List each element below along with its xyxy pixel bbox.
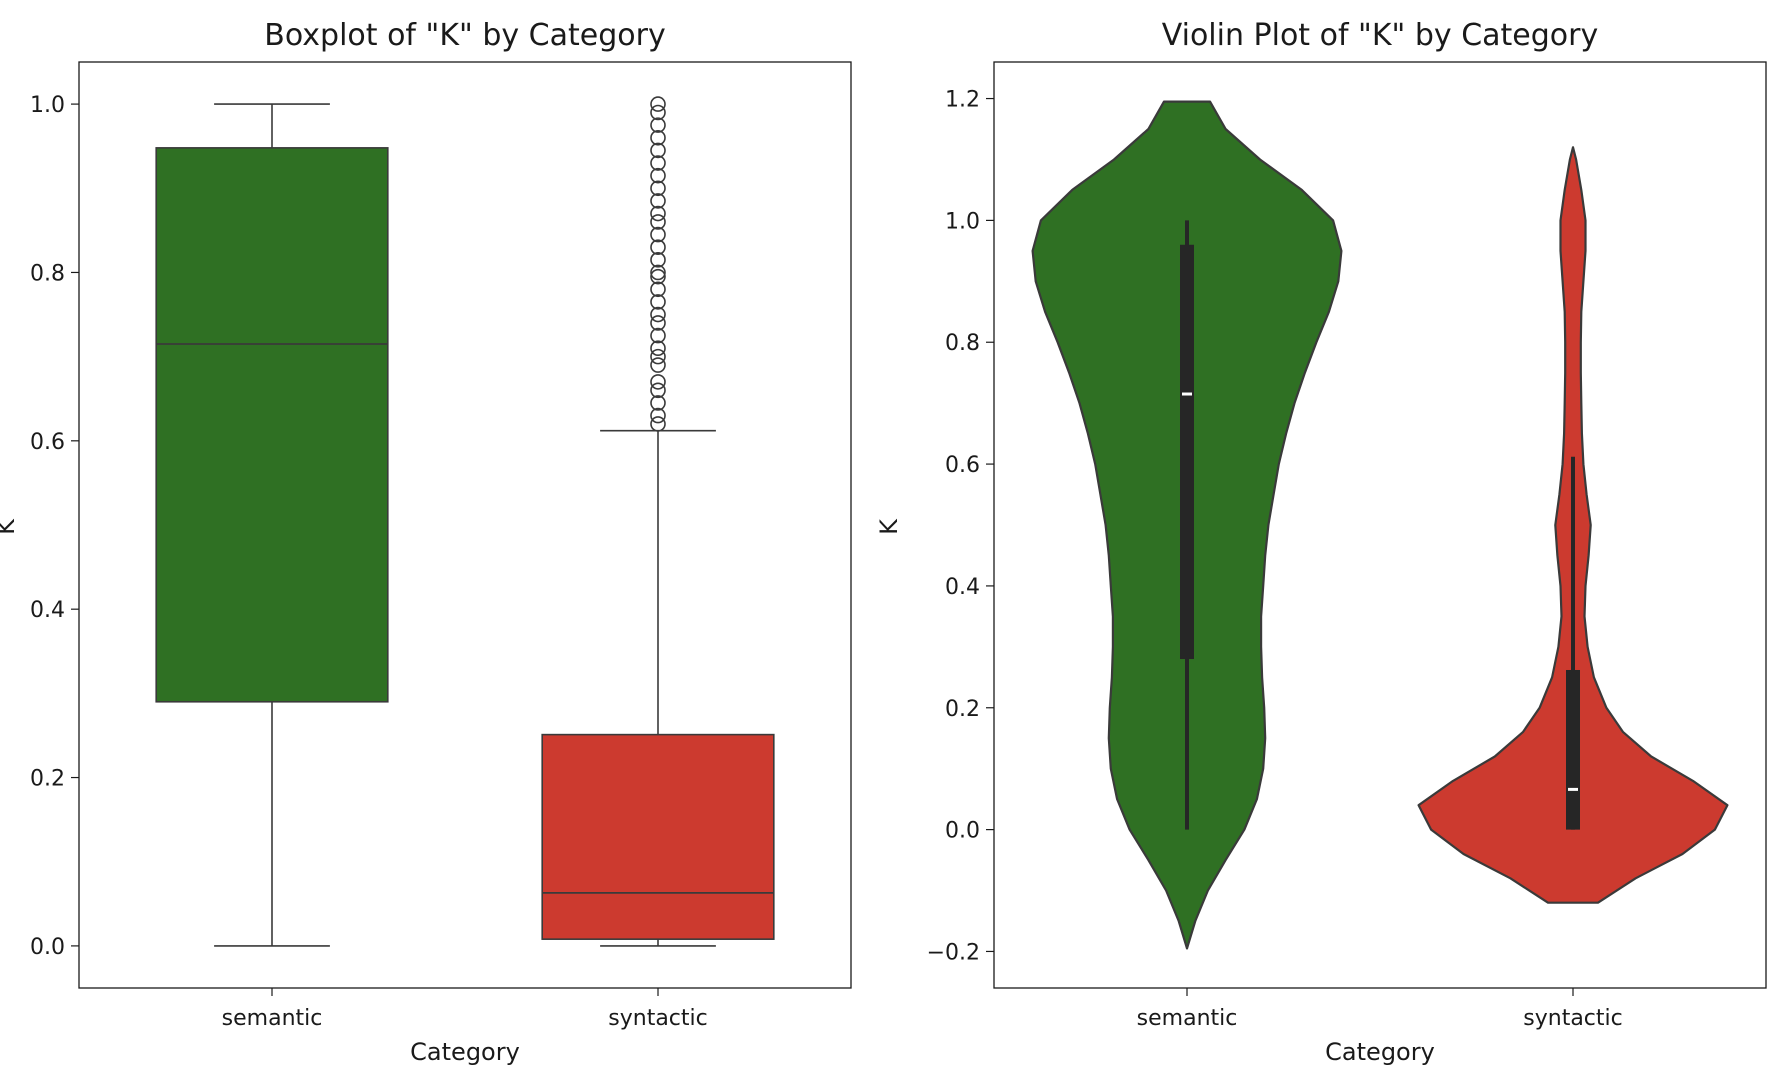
boxplot-outlier-point (650, 96, 666, 112)
boxplot-y-tick-label: 0.0 (30, 935, 65, 960)
boxplot-x-axis-label: Category (410, 1038, 520, 1066)
violin-x-axis-label: Category (1325, 1038, 1435, 1066)
boxplot-outlier-point (650, 167, 666, 184)
boxplot-outlier-point (650, 407, 666, 424)
boxplot-box-syntactic (541, 733, 775, 940)
boxplot-outlier-point (650, 268, 666, 285)
boxplot-outlier-point (650, 327, 666, 344)
violin-frame (993, 61, 1767, 989)
violin-iqr-box-syntactic (1566, 669, 1580, 830)
boxplot-outlier-point (650, 129, 666, 146)
boxplot-outlier-point (650, 193, 666, 209)
boxplot-outlier-point (650, 357, 666, 373)
violin-y-tick-label: 0.0 (945, 819, 980, 844)
boxplot-outlier-point (650, 205, 666, 222)
boxplot-outlier-point (650, 348, 666, 365)
boxplot-plot-area: 0.0 0.2 0.4 0.6 0.8 1.0 semantic syntactic (30, 61, 852, 1031)
boxplot-y-tick-label: 0.6 (30, 430, 65, 455)
violin-y-tick-label: 0.4 (945, 575, 980, 600)
violin-iqr-box-semantic (1180, 244, 1194, 660)
boxplot-outlier-point (650, 226, 666, 243)
boxplot-outlier-point (650, 239, 666, 255)
violin-x-tick-label: semantic (1137, 1006, 1238, 1031)
violin-y-tick-label: 0.6 (945, 453, 980, 478)
violin-title: Violin Plot of "K" by Category (1162, 18, 1598, 53)
boxplot-outlier-point (650, 104, 666, 121)
boxplot-outlier-point (650, 374, 666, 390)
violin-y-tick-label: 0.8 (945, 331, 980, 356)
boxplot-outlier-point (650, 395, 666, 411)
boxplot-outlier-point (650, 382, 666, 399)
boxplot-outlier-point (650, 294, 666, 310)
violin-plot-area: −0.2 0.0 0.2 0.4 0.6 0.8 1.0 1.2 semantic syntact… (927, 61, 1767, 1031)
violin-y-tick-label: 0.2 (945, 697, 980, 722)
violin-y-tick-label: 1.2 (945, 88, 980, 113)
boxplot-outlier-point (650, 306, 666, 323)
boxplot-outlier-point (650, 180, 666, 197)
boxplot-outlier-point (650, 155, 666, 171)
boxplot-outlier-point (650, 214, 666, 230)
violin-y-axis-label: K (875, 518, 903, 535)
boxplot-y-axis-label: K (0, 518, 20, 535)
boxplot-outlier-point (650, 142, 666, 159)
violin-x-tick-label: syntactic (1523, 1006, 1622, 1031)
violin-y-tick-label: −0.2 (927, 940, 980, 965)
boxplot-y-tick-label: 0.8 (30, 261, 65, 286)
violin-y-tick-label: 1.0 (945, 209, 980, 234)
boxplot-outlier-point (650, 252, 666, 268)
boxplot-x-tick-label: syntactic (608, 1006, 707, 1031)
boxplot-box-semantic (155, 147, 389, 703)
boxplot-outlier-point (650, 416, 666, 432)
violin-panel: Violin Plot of "K" by Category −0.2 0.0 0.… (875, 18, 1767, 1066)
boxplot-outlier-point (650, 315, 666, 331)
boxplot-y-tick-label: 1.0 (30, 93, 65, 118)
boxplot-title: Boxplot of "K" by Category (264, 18, 665, 53)
boxplot-panel: Boxplot of "K" by Category 0.00.20.40.60… (0, 18, 852, 1066)
boxplot-outlier-point (650, 340, 666, 357)
boxplot-outlier-point (650, 281, 666, 298)
boxplot-outlier-point (650, 264, 666, 281)
boxplot-x-tick-label: semantic (222, 1006, 323, 1031)
boxplot-y-tick-label: 0.4 (30, 598, 65, 623)
boxplot-y-tick-label: 0.2 (30, 767, 65, 792)
boxplot-outlier-point (650, 117, 666, 133)
boxplot-frame (78, 61, 852, 989)
